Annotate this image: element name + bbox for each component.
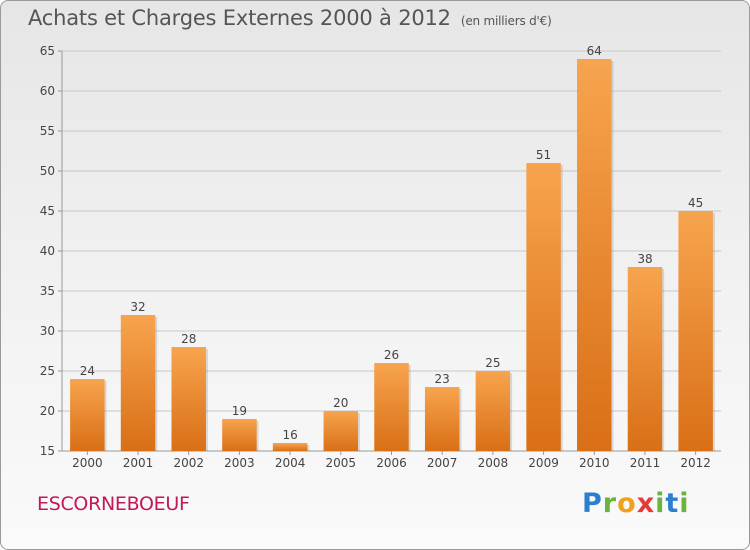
- bar-2004: [272, 443, 308, 451]
- proxiti-logo: Proxiti: [582, 488, 690, 519]
- logo-letter: i: [679, 488, 690, 519]
- data-label-2010: 64: [587, 44, 602, 58]
- data-label-2012: 45: [688, 196, 703, 210]
- x-tick-label-2007: 2007: [427, 456, 458, 470]
- logo-letter: x: [636, 488, 656, 519]
- x-tick-label-2008: 2008: [478, 456, 509, 470]
- chart-subtitle: (en milliers d'€): [460, 14, 552, 28]
- data-label-2006: 26: [384, 348, 399, 362]
- bar-2009: [526, 163, 561, 451]
- bar-2003: [222, 419, 257, 451]
- logo-letter: o: [617, 488, 637, 519]
- x-tick-label-2001: 2001: [123, 456, 154, 470]
- x-tick-label-2009: 2009: [528, 456, 559, 470]
- chart-title-text: Achats et Charges Externes 2000 à 2012: [28, 6, 451, 30]
- x-tick-label-2006: 2006: [376, 456, 407, 470]
- commune-name: ESCORNEBOEUF: [37, 493, 190, 515]
- x-tick-label-2003: 2003: [224, 456, 255, 470]
- data-label-2008: 25: [485, 356, 500, 370]
- y-tick-label: 55: [40, 124, 55, 138]
- bars: [70, 59, 715, 451]
- y-tick-label: 40: [40, 244, 55, 258]
- y-tick-label: 35: [40, 284, 55, 298]
- x-tick-label-2002: 2002: [173, 456, 204, 470]
- bar-2007: [424, 387, 460, 451]
- x-tick-label-2004: 2004: [275, 456, 306, 470]
- labels: 24 32 28 19 16 20 26 23 25 51 64 38 45: [80, 44, 704, 442]
- bar-2002: [171, 347, 206, 451]
- bar-2008: [475, 371, 511, 451]
- bar-2000: [70, 379, 105, 451]
- logo-letter: r: [602, 488, 618, 519]
- data-label-2003: 19: [232, 404, 247, 418]
- x-tick-label-2010: 2010: [579, 456, 610, 470]
- bar-2012: [678, 211, 713, 451]
- data-label-2005: 20: [333, 396, 348, 410]
- bar-2011: [627, 267, 663, 451]
- y-tick-label: 45: [40, 204, 55, 218]
- data-label-2004: 16: [282, 428, 297, 442]
- x-tick-label-2012: 2012: [680, 456, 711, 470]
- y-tick-label: 30: [40, 324, 55, 338]
- y-tick-label: 15: [40, 444, 55, 458]
- logo-letter: P: [582, 488, 603, 519]
- data-label-2002: 28: [181, 332, 196, 346]
- bar-2005: [323, 411, 359, 451]
- bar-2006: [374, 363, 409, 451]
- y-tick-label: 50: [40, 164, 55, 178]
- y-tick-label: 60: [40, 84, 55, 98]
- data-label-2011: 38: [637, 252, 652, 266]
- data-label-2009: 51: [536, 148, 551, 162]
- logo-letter: i: [655, 488, 666, 519]
- y-tick-label: 20: [40, 404, 55, 418]
- y-tick-label: 65: [40, 44, 55, 58]
- chart-title: Achats et Charges Externes 2000 à 2012 (e…: [28, 6, 552, 30]
- logo-letter: t: [665, 488, 680, 519]
- data-label-2001: 32: [130, 300, 145, 314]
- x-tick-label-2011: 2011: [630, 456, 661, 470]
- x-tick-label-2005: 2005: [326, 456, 357, 470]
- bar-2010: [577, 59, 612, 451]
- bar-2001: [120, 315, 156, 451]
- x-tick-label-2000: 2000: [72, 456, 103, 470]
- y-tick-label: 25: [40, 364, 55, 378]
- data-label-2000: 24: [80, 364, 95, 378]
- data-label-2007: 23: [435, 372, 450, 386]
